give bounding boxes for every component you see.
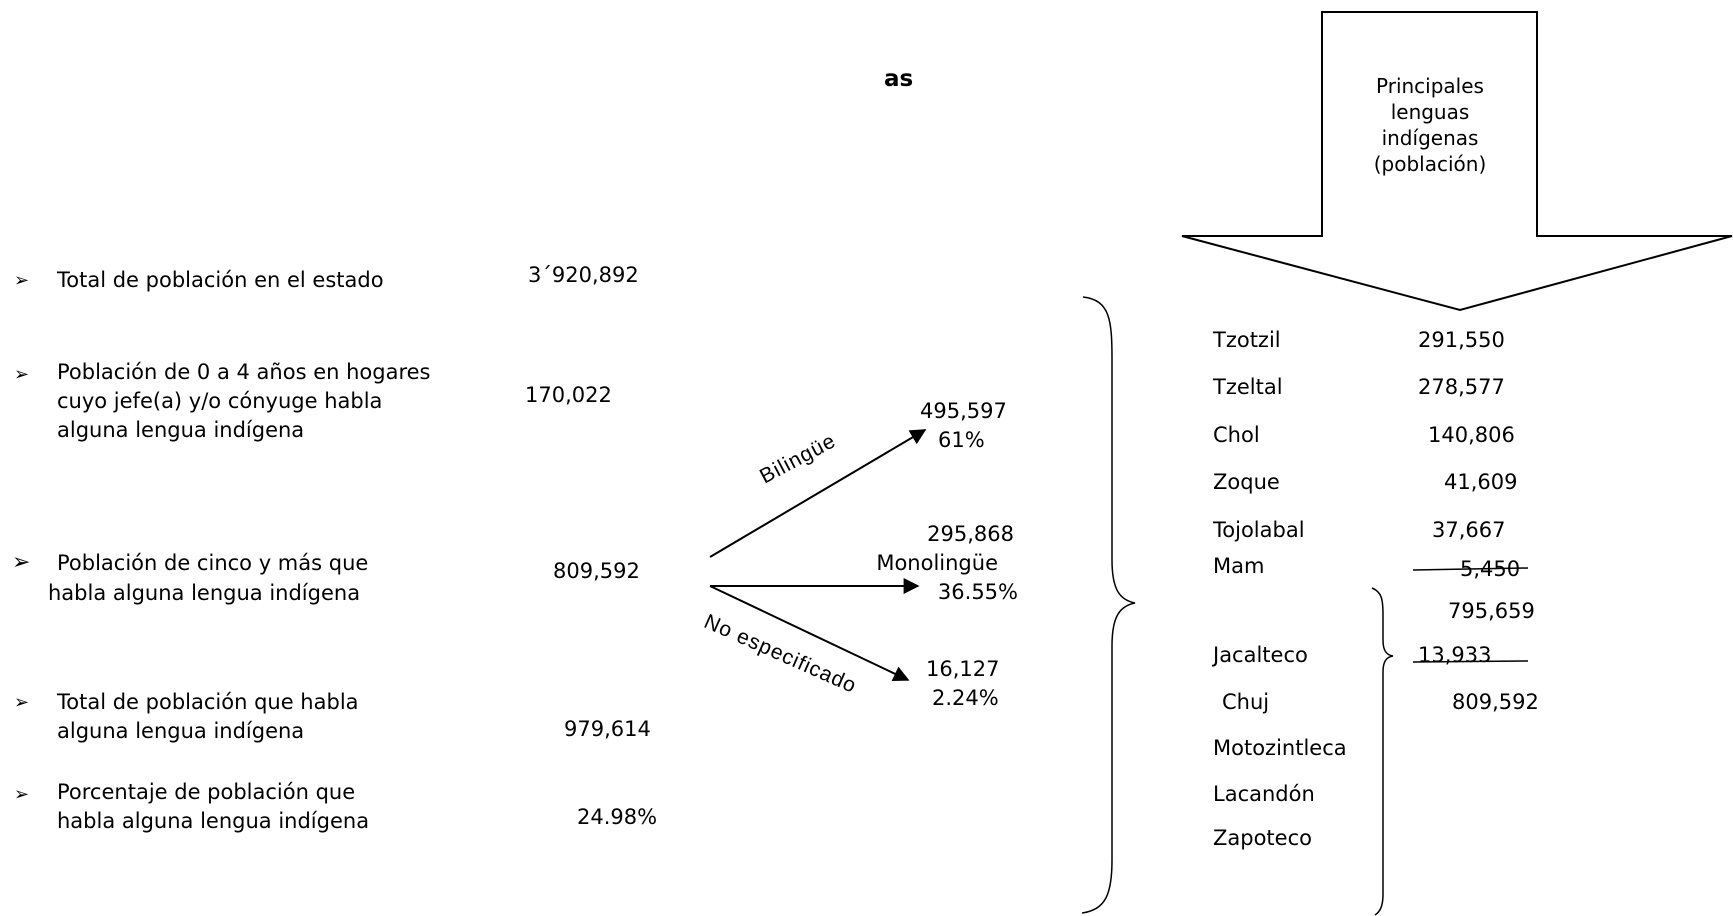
language-name: Lacandón bbox=[1213, 782, 1315, 806]
stat-label: habla alguna lengua indígena bbox=[57, 809, 370, 833]
branch-arrow-bilingue bbox=[709, 429, 927, 558]
stat-value: 170,022 bbox=[525, 383, 612, 407]
branch-arrow-no-especificado bbox=[709, 585, 910, 682]
language-value: 278,577 bbox=[1418, 375, 1505, 399]
page-title: as bbox=[884, 66, 914, 92]
language-name: Tzeltal bbox=[1213, 375, 1283, 399]
bullet-arrowhead-icon: ➢ bbox=[14, 692, 30, 713]
arrow-label-line: lenguas bbox=[1390, 100, 1470, 124]
arrow-label: Principales lenguas indígenas (población… bbox=[1360, 73, 1500, 177]
language-value: 291,550 bbox=[1418, 328, 1505, 352]
arrow-label-line: indígenas bbox=[1381, 126, 1479, 150]
language-name: Chol bbox=[1213, 423, 1260, 447]
language-value: 41,609 bbox=[1444, 470, 1518, 494]
stat-label: alguna lengua indígena bbox=[57, 418, 305, 442]
branch-percent: 61% bbox=[938, 428, 985, 452]
stat-label: alguna lengua indígena bbox=[57, 719, 305, 743]
branch-value-bilingue: 495,597 61% bbox=[920, 397, 1007, 455]
language-name: Chuj bbox=[1222, 690, 1270, 714]
bullet-arrowhead-icon: ➢ bbox=[14, 784, 30, 805]
stat-label: Porcentaje de población que bbox=[57, 780, 356, 804]
branch-value: 16,127 bbox=[926, 657, 1000, 681]
stat-value: 3´920,892 bbox=[528, 263, 639, 287]
language-value: 13,933 bbox=[1418, 643, 1492, 667]
branch-value: 295,868 bbox=[927, 522, 1014, 546]
language-subtotal: 795,659 bbox=[1448, 599, 1535, 623]
language-name: Tojolabal bbox=[1213, 518, 1305, 542]
small-brace bbox=[1371, 587, 1394, 916]
stat-label: habla alguna lengua indígena bbox=[48, 581, 361, 605]
strike-jacalteco bbox=[1412, 660, 1529, 663]
language-name: Motozintleca bbox=[1213, 736, 1347, 760]
bullet-arrowhead-icon: ➢ bbox=[12, 550, 31, 575]
language-value: 140,806 bbox=[1428, 423, 1515, 447]
language-total: 809,592 bbox=[1452, 690, 1539, 714]
stat-label: Población de cinco y más que bbox=[57, 551, 369, 575]
branch-label-monolingue: Monolingüe bbox=[876, 551, 998, 575]
large-brace bbox=[1081, 296, 1136, 914]
stat-label: Total de población en el estado bbox=[57, 268, 384, 292]
bullet-arrowhead-icon: ➢ bbox=[14, 364, 30, 385]
branch-percent: 2.24% bbox=[932, 686, 999, 710]
down-arrow-shape bbox=[1181, 11, 1733, 312]
stat-value: 979,614 bbox=[564, 717, 651, 741]
stat-value: 809,592 bbox=[553, 559, 640, 583]
language-name: Zapoteco bbox=[1213, 826, 1312, 850]
language-name: Jacalteco bbox=[1213, 643, 1308, 667]
branch-value: 495,597 bbox=[920, 399, 1007, 423]
language-value: 5,450 bbox=[1460, 557, 1521, 581]
branch-value-no-especificado: 16,127 2.24% bbox=[920, 655, 999, 713]
stat-value: 24.98% bbox=[577, 805, 658, 829]
arrow-label-line: (población) bbox=[1373, 152, 1487, 176]
stat-label: cuyo jefe(a) y/o cónyuge habla bbox=[57, 389, 383, 413]
arrow-label-line: Principales bbox=[1376, 74, 1484, 98]
bullet-arrowhead-icon: ➢ bbox=[14, 270, 30, 291]
language-name: Mam bbox=[1213, 554, 1265, 578]
stat-label: Total de población que habla bbox=[57, 690, 359, 714]
strike-mam bbox=[1412, 567, 1529, 571]
language-value: 37,667 bbox=[1432, 518, 1506, 542]
branch-percent: 36.55% bbox=[937, 580, 1018, 604]
language-name: Tzotzil bbox=[1213, 328, 1281, 352]
branch-value-monolingue: 295,868 Monolingüe 36.55% bbox=[868, 520, 1018, 607]
language-name: Zoque bbox=[1213, 470, 1280, 494]
stat-label: Población de 0 a 4 años en hogares bbox=[57, 360, 431, 384]
